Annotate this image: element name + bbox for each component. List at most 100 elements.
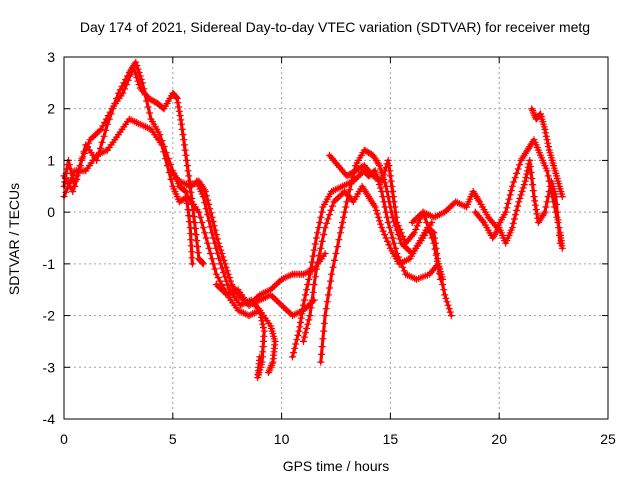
data-point-marker xyxy=(194,249,202,257)
data-point-marker xyxy=(544,139,552,147)
data-point-marker xyxy=(188,254,196,262)
data-point-marker xyxy=(545,143,552,151)
data-point-marker xyxy=(441,291,449,299)
data-point-marker xyxy=(378,224,386,232)
data-point-marker xyxy=(214,250,222,257)
data-point-marker xyxy=(553,200,560,208)
data-point-marker xyxy=(331,256,338,264)
data-point-marker xyxy=(522,174,530,182)
data-point-marker xyxy=(69,188,77,195)
data-point-marker xyxy=(185,172,193,180)
data-point-marker xyxy=(130,63,138,71)
data-point-marker xyxy=(224,281,232,289)
data-point-marker xyxy=(315,224,323,232)
data-point-marker xyxy=(321,312,329,320)
data-point-marker xyxy=(518,188,526,195)
data-point-marker xyxy=(558,193,566,201)
data-point-marker xyxy=(256,353,264,361)
data-point-marker xyxy=(371,203,379,211)
data-point-marker xyxy=(174,99,182,107)
data-point-marker xyxy=(186,224,194,232)
data-point-marker xyxy=(314,229,321,237)
data-point-marker xyxy=(299,301,307,309)
x-tick-label: 15 xyxy=(383,431,399,447)
data-point-marker xyxy=(446,308,454,316)
data-point-marker xyxy=(430,239,438,247)
data-point-marker xyxy=(475,196,482,204)
data-point-marker xyxy=(544,193,552,201)
data-point-marker xyxy=(183,162,191,170)
data-point-marker xyxy=(323,298,331,306)
data-point-marker xyxy=(324,291,332,299)
series-line xyxy=(319,148,434,364)
data-point-marker xyxy=(544,172,552,180)
data-point-marker xyxy=(146,109,154,117)
data-point-marker xyxy=(265,369,272,376)
data-point-marker xyxy=(98,138,106,146)
data-point-marker xyxy=(503,204,511,212)
data-point-marker xyxy=(201,229,209,237)
y-tick-label: 0 xyxy=(47,204,55,220)
data-point-marker xyxy=(315,251,323,259)
data-point-marker xyxy=(386,167,394,175)
data-point-marker xyxy=(443,298,451,306)
data-point-marker xyxy=(372,206,380,214)
data-point-marker xyxy=(294,331,302,339)
data-point-marker xyxy=(173,94,181,102)
data-point-marker xyxy=(337,224,345,232)
data-point-marker xyxy=(100,132,108,140)
data-point-marker xyxy=(317,358,325,366)
data-point-marker xyxy=(542,132,550,140)
data-point-marker xyxy=(397,229,405,237)
data-point-marker xyxy=(221,273,229,281)
data-point-marker xyxy=(223,277,230,285)
data-point-marker xyxy=(382,182,390,190)
data-point-marker xyxy=(178,125,186,133)
data-point-marker xyxy=(205,244,213,252)
x-tick-label: 20 xyxy=(491,431,507,447)
x-tick-label: 0 xyxy=(60,431,68,447)
data-point-marker xyxy=(172,94,180,101)
data-point-marker xyxy=(335,236,343,244)
data-point-marker xyxy=(385,241,393,249)
data-point-marker xyxy=(77,156,85,164)
data-point-marker xyxy=(182,188,190,195)
data-point-marker xyxy=(175,107,183,115)
data-point-marker xyxy=(523,170,531,178)
data-point-marker xyxy=(126,72,134,80)
data-point-marker xyxy=(217,260,225,268)
data-point-marker xyxy=(516,161,523,169)
data-point-marker xyxy=(202,234,210,242)
data-point-marker xyxy=(531,197,539,205)
data-point-marker xyxy=(514,202,522,210)
x-tick-label: 10 xyxy=(274,431,290,447)
data-point-marker xyxy=(428,234,436,242)
data-point-marker xyxy=(300,296,308,304)
data-point-marker xyxy=(384,237,391,245)
data-point-marker xyxy=(308,296,316,304)
data-point-marker xyxy=(320,319,328,327)
data-point-marker xyxy=(220,256,228,264)
data-point-marker xyxy=(175,103,183,111)
data-point-marker xyxy=(436,275,444,283)
data-point-marker xyxy=(307,304,315,312)
data-point-marker xyxy=(201,199,209,207)
data-point-marker xyxy=(434,263,442,271)
data-point-marker xyxy=(513,169,521,177)
data-point-marker xyxy=(440,286,448,294)
data-point-marker xyxy=(435,269,443,277)
data-point-marker xyxy=(374,213,382,221)
data-point-marker xyxy=(297,319,304,326)
data-point-marker xyxy=(553,208,561,216)
plot-frame xyxy=(63,56,609,420)
data-point-marker xyxy=(320,231,328,239)
data-point-marker xyxy=(303,325,311,332)
data-point-marker xyxy=(519,184,527,192)
data-point-marker xyxy=(162,155,169,163)
data-point-marker xyxy=(517,191,525,199)
data-point-marker xyxy=(555,224,563,232)
data-point-marker xyxy=(144,103,152,111)
data-point-marker xyxy=(328,270,336,278)
data-point-marker xyxy=(514,165,522,173)
